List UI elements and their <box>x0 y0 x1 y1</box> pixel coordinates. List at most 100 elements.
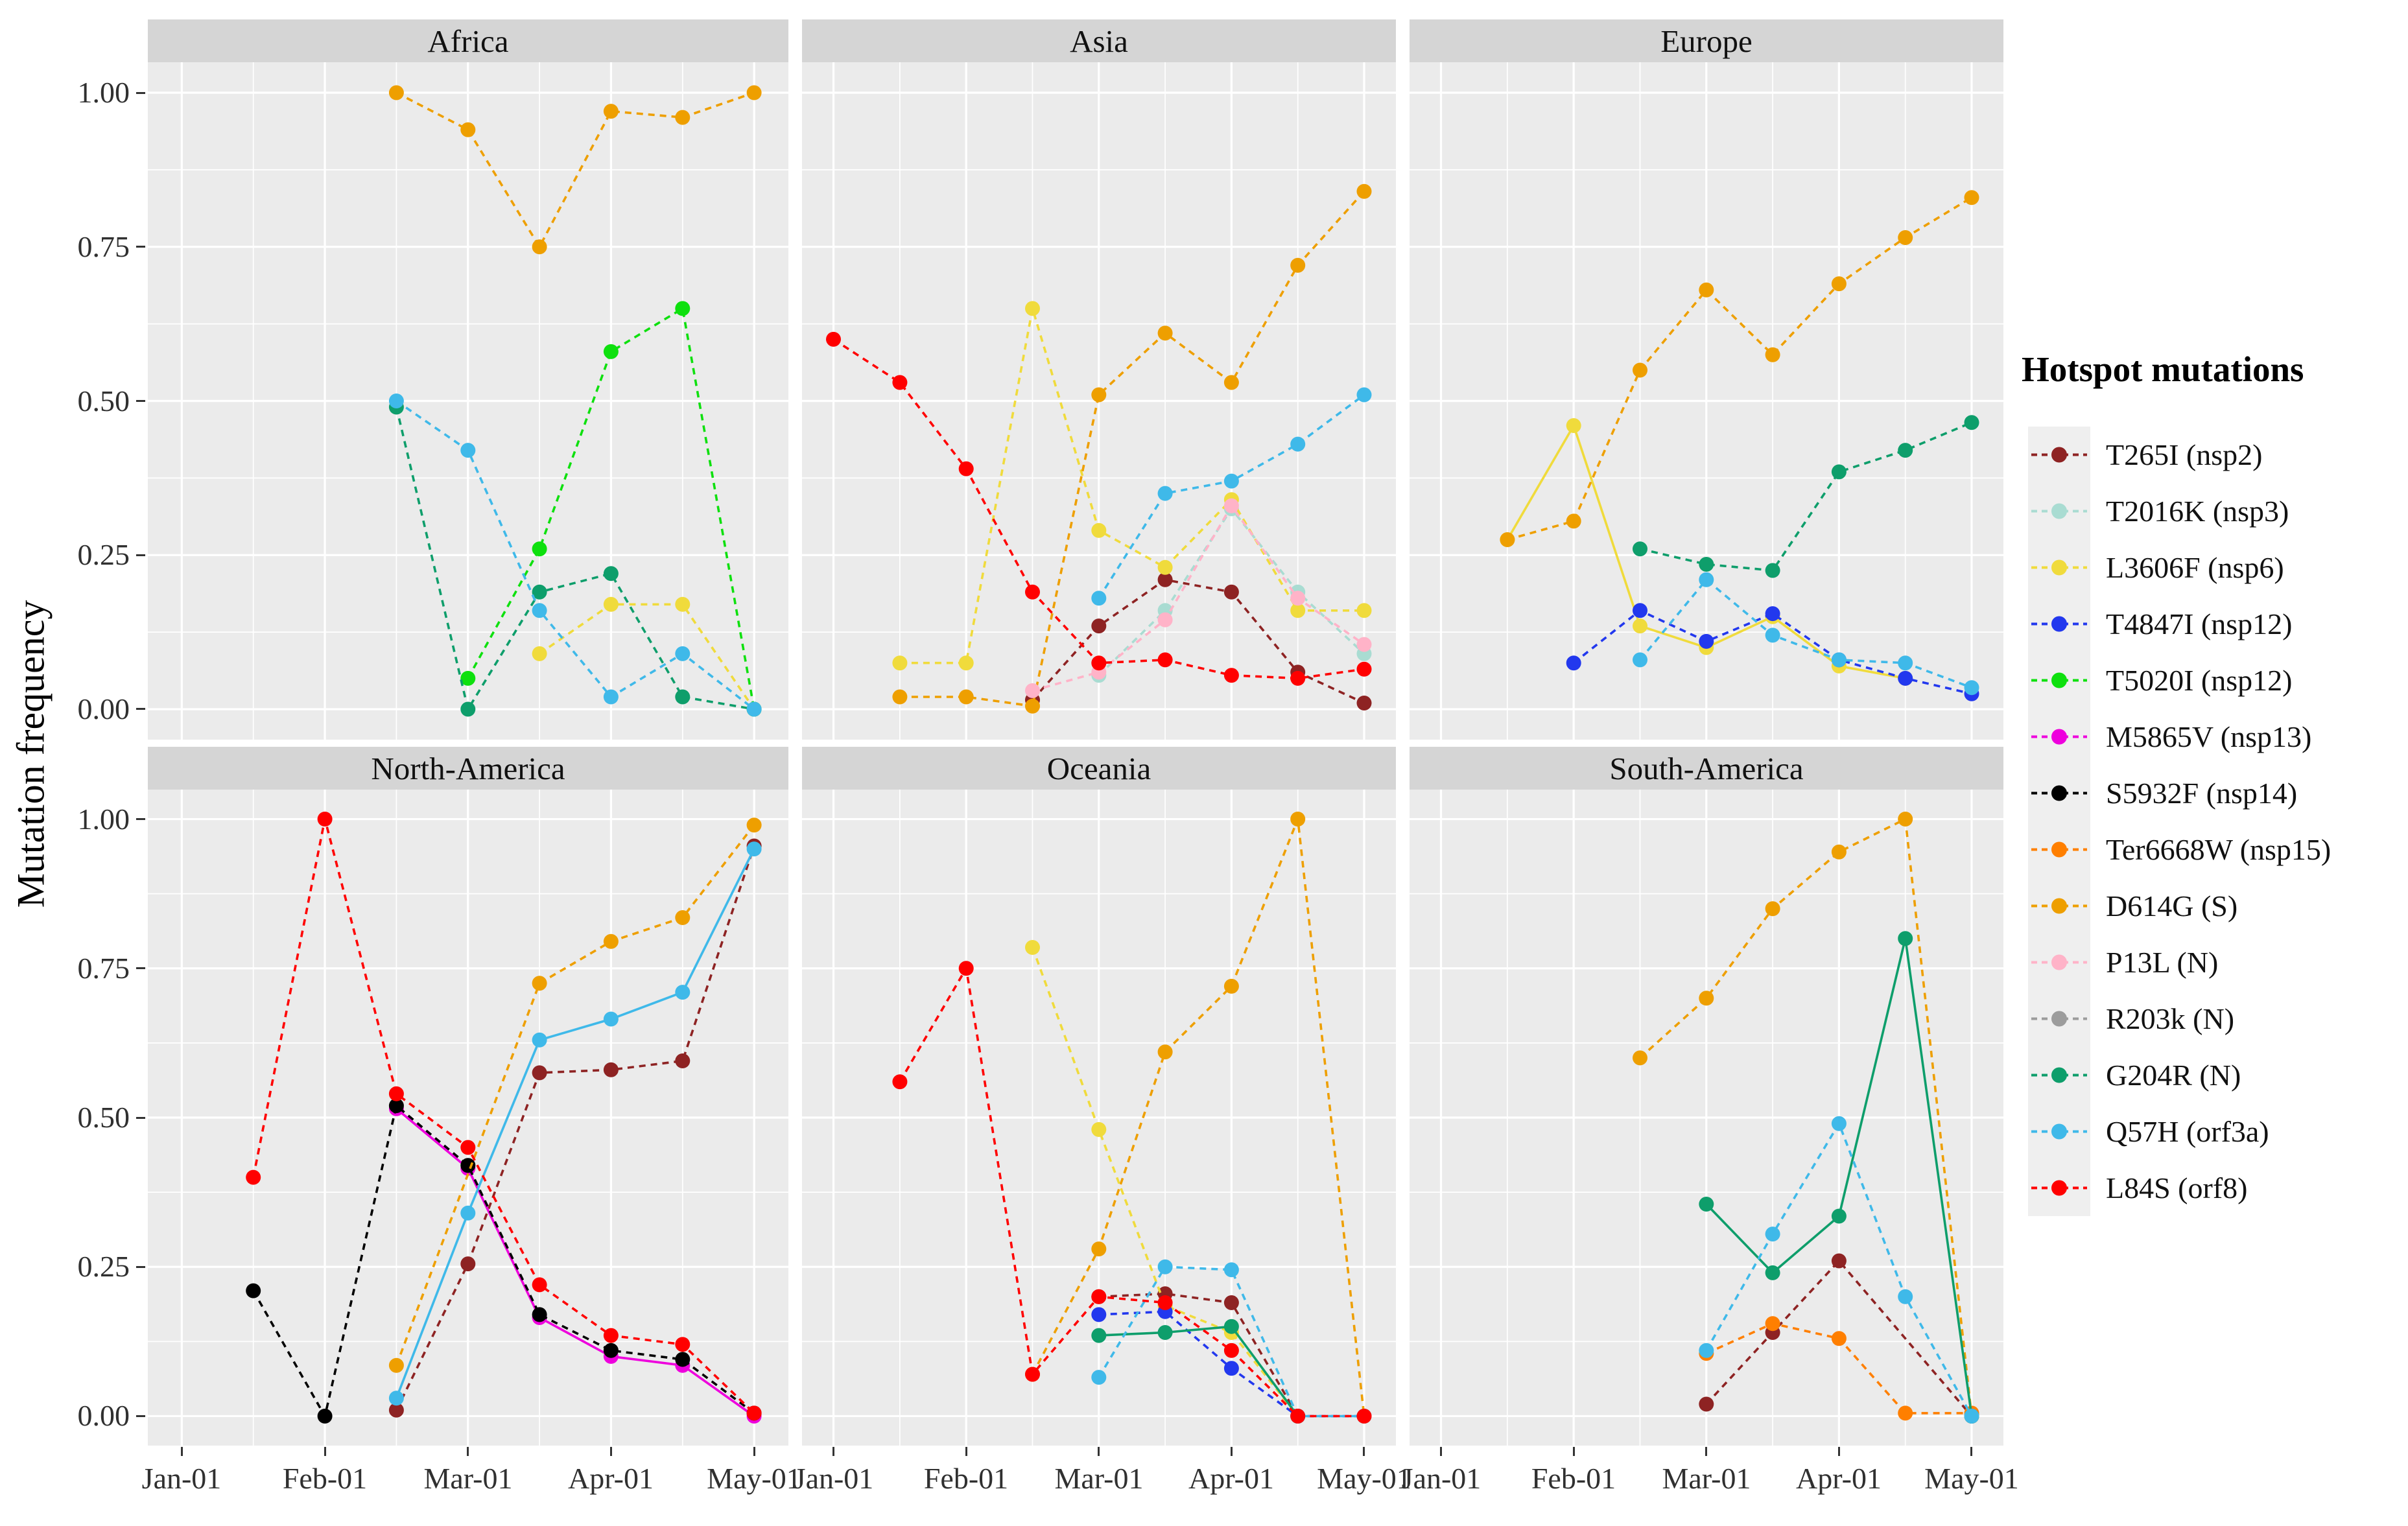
y-tick-mark <box>136 967 145 969</box>
facet-strip-asia: Asia <box>802 19 1396 62</box>
x-tick-label: May-01 <box>707 1462 801 1495</box>
series-line-T265I <box>395 845 755 1411</box>
series-points-G204R <box>388 399 762 717</box>
legend-item-P13L: P13L (N) <box>2028 934 2218 991</box>
facet-plot-africa <box>148 62 788 740</box>
x-tick-label: Feb-01 <box>1531 1462 1616 1495</box>
legend-item-R203k: R203k (N) <box>2028 991 2234 1047</box>
legend-key-icon <box>2028 652 2090 709</box>
facet-strip-africa: Africa <box>148 19 788 62</box>
x-tick-mark <box>467 1447 469 1456</box>
x-tick-label: Feb-01 <box>282 1462 368 1495</box>
series-line-Q57H <box>395 848 755 1399</box>
x-tick-label: Jan-01 <box>794 1462 874 1495</box>
facet-panel-north-america <box>148 790 788 1446</box>
y-tick-label: 0.50 <box>77 1101 130 1134</box>
facet-panel-oceania <box>802 790 1396 1446</box>
legend-key-icon <box>2028 1103 2090 1160</box>
gridlines <box>1410 62 2003 740</box>
legend-item-T265I: T265I (nsp2) <box>2028 427 2262 483</box>
legend-item-M5865V: M5865V (nsp13) <box>2028 709 2311 765</box>
series-line-D614G <box>395 91 755 250</box>
x-tick-mark <box>965 1447 967 1456</box>
x-tick-mark <box>1363 1447 1365 1456</box>
x-tick-mark <box>832 1447 834 1456</box>
facet-plot-asia <box>802 62 1396 740</box>
x-tick-label: Jan-01 <box>141 1462 222 1495</box>
legend-item-Ter6668W: Ter6668W (nsp15) <box>2028 821 2331 878</box>
series-points-L84S <box>826 331 1372 686</box>
series-points-T265I <box>1091 1286 1306 1424</box>
series-points-D614G <box>388 817 762 1373</box>
legend-item-label: T2016K (nsp3) <box>2106 495 2289 528</box>
y-tick-mark <box>136 1117 145 1119</box>
legend-item-label: P13L (N) <box>2106 946 2219 979</box>
legend-item-label: Q57H (orf3a) <box>2106 1115 2269 1148</box>
series-line-G204R <box>1098 1325 1299 1417</box>
series-line-T265I <box>1705 1259 1973 1417</box>
series-points-G204R <box>1633 415 1979 578</box>
facet-plot-north-america <box>148 790 788 1446</box>
y-tick-label: 1.00 <box>77 803 130 836</box>
legend-key-icon <box>2028 1047 2090 1103</box>
x-tick-label: Jan-01 <box>1401 1462 1481 1495</box>
facet-strip-oceania: Oceania <box>802 747 1396 790</box>
series-line-L3606F <box>539 603 755 710</box>
x-tick-label: May-01 <box>1317 1462 1411 1495</box>
facet-panel-africa <box>148 62 788 740</box>
facet-strip-north-america: North-America <box>148 747 788 790</box>
legend-item-label: R203k (N) <box>2106 1002 2235 1035</box>
series-line-D614G <box>1507 196 1972 541</box>
legend-key-icon <box>2028 596 2090 652</box>
legend-item-T5020I: T5020I (nsp12) <box>2028 652 2292 709</box>
legend-item-label: L3606F (nsp6) <box>2106 551 2284 584</box>
y-tick-label: 0.75 <box>77 952 130 985</box>
legend-key-icon <box>2028 427 2090 483</box>
legend-item-label: T265I (nsp2) <box>2106 438 2263 471</box>
legend-item-label: L84S (orf8) <box>2106 1171 2248 1204</box>
series-line-D614G <box>899 190 1365 708</box>
x-tick-label: Apr-01 <box>568 1462 654 1495</box>
legend-item-G204R: G204R (N) <box>2028 1047 2241 1103</box>
x-tick-mark <box>1231 1447 1233 1456</box>
y-tick-label: 1.00 <box>77 76 130 109</box>
series-line-G204R <box>395 406 755 712</box>
x-tick-mark <box>1705 1447 1707 1456</box>
legend-key-icon <box>2028 539 2090 596</box>
x-tick-mark <box>324 1447 326 1456</box>
x-tick-label: Feb-01 <box>923 1462 1009 1495</box>
series-points-T5020I <box>460 301 762 717</box>
x-tick-mark <box>1838 1447 1840 1456</box>
x-tick-mark <box>1970 1447 1972 1456</box>
legend-item-Q57H: Q57H (orf3a) <box>2028 1103 2269 1160</box>
legend-item-label: T4847I (nsp12) <box>2106 607 2293 640</box>
series-points-D614G <box>388 85 762 255</box>
legend-key-icon <box>2028 483 2090 539</box>
x-tick-mark <box>181 1447 183 1456</box>
y-tick-label: 0.50 <box>77 384 130 417</box>
series-line-D614G <box>1031 818 1365 1416</box>
x-tick-label: Apr-01 <box>1188 1462 1274 1495</box>
series-points-Q57H <box>1633 572 1979 696</box>
series-line-Q57H <box>1098 1265 1364 1418</box>
series-points-Q57H <box>388 841 762 1406</box>
series-points-L3606F <box>892 301 1372 671</box>
series-line-Q57H <box>395 400 755 710</box>
series-line-L3606F <box>1031 946 1299 1417</box>
facet-panel-asia <box>802 62 1396 740</box>
y-tick-mark <box>136 400 145 402</box>
y-tick-mark <box>136 246 145 248</box>
legend-item-label: M5865V (nsp13) <box>2106 720 2312 753</box>
series-points-D614G <box>892 183 1372 714</box>
series-line-M5865V <box>395 1107 755 1417</box>
series-points-L3606F <box>532 596 762 717</box>
series-line-D614G <box>395 824 755 1366</box>
series-line-T5020I <box>467 307 755 710</box>
y-tick-label: 0.25 <box>77 538 130 571</box>
legend-key-icon <box>2028 991 2090 1047</box>
legend-item-label: T5020I (nsp12) <box>2106 664 2293 697</box>
legend-item-D614G: D614G (S) <box>2028 878 2237 934</box>
series-line-T265I <box>1032 578 1365 705</box>
gridlines <box>1410 790 2003 1446</box>
series-line-L84S <box>252 819 755 1414</box>
